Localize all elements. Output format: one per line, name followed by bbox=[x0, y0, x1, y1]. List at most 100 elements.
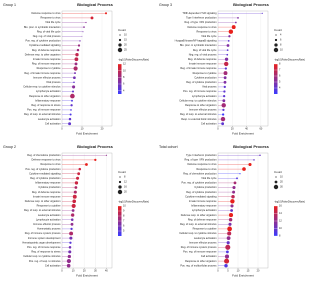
dot bbox=[223, 76, 227, 80]
dot bbox=[70, 227, 73, 231]
color-bar bbox=[274, 64, 278, 94]
category-label: Cytokine-mediated signaling bbox=[185, 195, 217, 198]
x-tick-label: 20 bbox=[257, 270, 260, 273]
category-label: Cell activation bbox=[45, 264, 61, 267]
dot bbox=[71, 209, 75, 212]
category-label: Innate immune response bbox=[189, 200, 217, 203]
size-legend-title: Count bbox=[274, 28, 282, 32]
dot bbox=[221, 103, 226, 108]
category-label: Reg. of immune system process bbox=[181, 246, 217, 249]
color-tick-label: 8 bbox=[279, 235, 281, 238]
category-label: Type I interferon production bbox=[186, 17, 217, 20]
dot bbox=[227, 40, 230, 42]
dot bbox=[76, 48, 80, 52]
category-label: Lymphocyte activation bbox=[192, 95, 217, 98]
dot bbox=[73, 81, 75, 84]
category-label: Neg. reg. of viral process bbox=[189, 53, 218, 56]
category-label: Reg. of defense response bbox=[32, 49, 61, 52]
x-tick-label: 0 bbox=[61, 128, 63, 131]
dot bbox=[253, 159, 255, 161]
dot bbox=[231, 25, 236, 30]
color-tick-label: 6 bbox=[279, 75, 281, 78]
category-label: Cytokine production bbox=[38, 186, 61, 189]
category-label: Inflammatory response bbox=[35, 182, 61, 185]
category-label: Defense response to virus bbox=[31, 159, 61, 162]
size-legend-label: 4 bbox=[280, 34, 282, 37]
category-label: Reg. of innate immune response bbox=[180, 67, 217, 70]
color-tick-label: 8 bbox=[279, 63, 281, 66]
category-label: Reg. of cytokine production bbox=[30, 177, 61, 180]
size-legend-label: 20 bbox=[280, 181, 283, 184]
category-label: Response to other organism bbox=[185, 104, 216, 107]
category-label: Reg. of cytokine production bbox=[186, 191, 217, 194]
color-bar bbox=[118, 64, 122, 94]
size-legend-dot bbox=[117, 47, 123, 53]
category-label: Defense response to virus bbox=[187, 163, 217, 166]
dot bbox=[230, 199, 235, 204]
category-label: Pos. reg. of immune response bbox=[27, 109, 61, 112]
category-label: Reg. of viral life cycle bbox=[37, 30, 61, 33]
size-legend-label: 25 bbox=[124, 49, 127, 52]
size-legend-dot bbox=[118, 180, 122, 184]
category-label: Cell activation bbox=[201, 122, 217, 125]
category-label: Bio. proc. in symbiotic interaction bbox=[180, 44, 217, 47]
x-tick-label: 60 bbox=[259, 128, 262, 131]
dot bbox=[233, 181, 237, 185]
dot bbox=[221, 122, 225, 126]
dot bbox=[82, 31, 84, 33]
category-label: Cytokine-mediated signaling bbox=[29, 172, 61, 175]
dot bbox=[77, 44, 81, 47]
x-axis-label: Fold Enrichment bbox=[232, 131, 254, 135]
color-legend-title: -log10(FalseDiscoveryRate) bbox=[274, 201, 305, 204]
category-label: Pos. reg. of cytokine production bbox=[25, 168, 61, 171]
dot bbox=[69, 241, 72, 244]
dot bbox=[70, 109, 72, 111]
dot bbox=[104, 12, 108, 15]
category-label: TRIF-dependent TLR signaling bbox=[182, 12, 217, 15]
dot bbox=[69, 113, 72, 116]
category-label: Cell activation bbox=[45, 122, 61, 125]
category-label: Innate immune response bbox=[33, 58, 61, 61]
category-label: Reg. of cytokine production bbox=[186, 81, 217, 84]
category-label: Immune system development bbox=[28, 237, 61, 240]
category-label: Immune effector process bbox=[189, 109, 217, 112]
color-tick-label: 10 bbox=[279, 227, 282, 230]
category-label: Defense resp. to other organism bbox=[25, 53, 61, 56]
x-tick-label: 20 bbox=[231, 128, 234, 131]
color-tick-label: 14 bbox=[279, 212, 282, 215]
dot bbox=[70, 218, 74, 221]
dot bbox=[224, 263, 228, 268]
chart-title: Biological Process bbox=[77, 144, 114, 149]
category-label: Reg. of viral life cycle bbox=[193, 49, 217, 52]
size-legend-label: 10 bbox=[124, 34, 127, 37]
dot bbox=[225, 244, 231, 250]
dot bbox=[77, 172, 81, 176]
category-label: Neg. reg. of viral process bbox=[33, 35, 62, 38]
category-label: Defense resp. to other organism bbox=[25, 200, 61, 203]
size-legend-label: 16 bbox=[124, 186, 127, 189]
category-label: Reg. of defense response bbox=[188, 58, 217, 61]
dot bbox=[85, 163, 88, 166]
panel-label: Total cohort bbox=[159, 145, 178, 149]
dot bbox=[261, 12, 263, 14]
category-label: Type I interferon production bbox=[186, 154, 217, 157]
dot bbox=[226, 49, 229, 51]
dot bbox=[226, 53, 229, 56]
dot bbox=[68, 246, 72, 249]
size-legend-dot bbox=[273, 184, 279, 190]
category-label: Immune effector process bbox=[33, 223, 61, 226]
dot bbox=[228, 217, 233, 222]
dot bbox=[226, 44, 230, 47]
size-legend-label: 8 bbox=[124, 176, 126, 179]
size-legend-label: 10 bbox=[280, 176, 283, 179]
x-tick-label: 30 bbox=[94, 270, 97, 273]
category-label: Reg. of type I IFN production bbox=[185, 159, 218, 162]
dot bbox=[224, 57, 229, 61]
category-label: Cellular resp. to cytokine stimulus bbox=[179, 99, 217, 102]
dot bbox=[73, 190, 77, 194]
size-legend-label: 6 bbox=[280, 39, 282, 42]
size-legend-label: 8 bbox=[280, 44, 282, 47]
dot bbox=[232, 190, 236, 194]
category-label: Leukocyte activation bbox=[38, 118, 61, 121]
